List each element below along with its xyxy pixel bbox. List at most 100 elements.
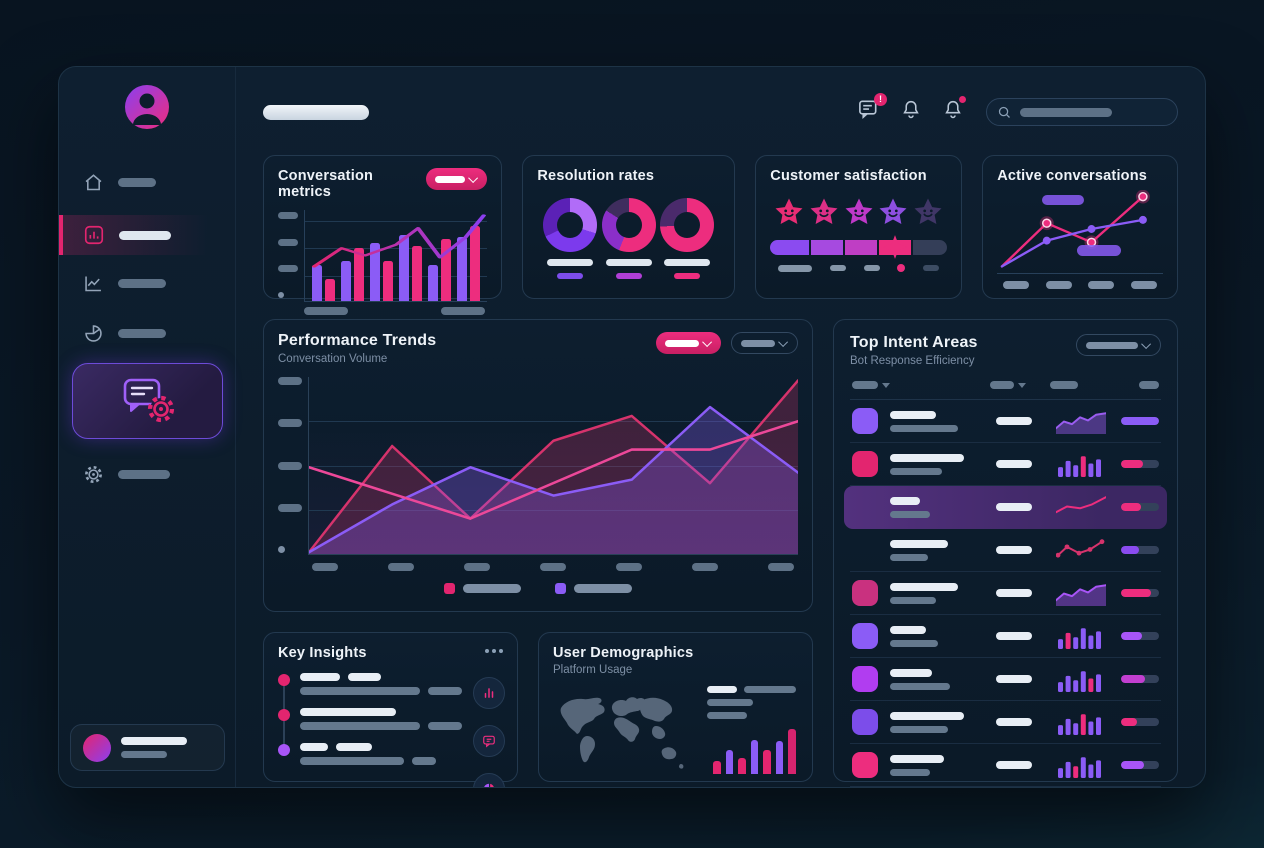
card-title: Active conversations (997, 168, 1148, 184)
intent-row[interactable] (850, 400, 1161, 443)
bar-group (399, 210, 423, 301)
insight-item[interactable] (278, 708, 503, 730)
metrics-filter-dropdown[interactable] (426, 168, 488, 190)
card-title: Customer satisfaction (770, 168, 927, 184)
insight-item[interactable] (278, 673, 503, 695)
intent-row[interactable] (850, 572, 1161, 615)
performance-trends-card: Performance Trends Conversation Volume (263, 319, 813, 612)
intent-sparkline (1058, 628, 1101, 649)
alerts-button[interactable] (942, 96, 966, 126)
map-legend (707, 686, 798, 725)
card-subtitle: Conversation Volume (278, 353, 388, 365)
insight-icon-wrap[interactable] (473, 773, 505, 787)
dashboard-window: ! (58, 66, 1206, 788)
intent-sparkline (1058, 671, 1101, 692)
insight-item[interactable] (278, 743, 503, 765)
intent-value (996, 417, 1056, 425)
intent-row[interactable] (850, 744, 1161, 787)
line-chart-icon (85, 276, 101, 291)
donut-chart (660, 198, 715, 279)
intent-value (996, 589, 1056, 597)
search-icon (998, 106, 1010, 118)
intent-row[interactable] (850, 529, 1161, 572)
x-axis-ticks (278, 555, 798, 571)
star-icon (845, 198, 873, 225)
gear-icon (85, 465, 102, 483)
intent-progress (1106, 546, 1159, 554)
conversation-metrics-card: Conversation metrics (263, 155, 503, 315)
card-subtitle: Platform Usage (553, 664, 633, 676)
intent-progress (1106, 503, 1159, 511)
intent-progress (1106, 589, 1159, 597)
intents-range-dropdown[interactable] (1076, 334, 1161, 356)
mini-pie-icon (484, 783, 494, 787)
sidebar-item-analytics[interactable] (59, 215, 235, 255)
intent-row[interactable] (850, 615, 1161, 658)
intent-icon (852, 709, 878, 735)
trends-range-dropdown[interactable] (731, 332, 798, 354)
intent-sparkline (1058, 714, 1101, 735)
active-conversations-card: Active conversations (982, 155, 1178, 299)
intent-table-body (844, 400, 1167, 787)
main-content: ! (236, 67, 1205, 787)
bar-group (341, 210, 365, 301)
app-logo[interactable] (123, 83, 171, 136)
intent-icon (852, 666, 878, 692)
intent-row[interactable] (850, 658, 1161, 701)
intent-icon (852, 752, 878, 778)
sidebar-item-distribution[interactable] (59, 313, 235, 353)
intent-row[interactable] (850, 443, 1161, 486)
trends-chart-area (308, 377, 798, 555)
sidebar-feature-chatbot[interactable] (72, 363, 223, 439)
satisfaction-scale (770, 235, 948, 259)
float-label (1076, 244, 1121, 256)
user-profile[interactable] (70, 724, 225, 771)
sidebar-item-settings[interactable] (59, 454, 235, 494)
intent-progress (1106, 761, 1159, 769)
messages-button[interactable]: ! (857, 93, 887, 126)
intent-row-selected[interactable] (844, 486, 1167, 529)
page-title-placeholder (263, 104, 369, 120)
column-header (1050, 381, 1120, 389)
messages-icon (859, 100, 877, 119)
insight-dot (278, 674, 290, 686)
sidebar (59, 67, 236, 787)
star-rating (770, 196, 947, 229)
insight-icon-wrap[interactable] (473, 725, 505, 757)
trends-filter-dropdown[interactable] (656, 332, 721, 354)
nav-label-placeholder (118, 328, 166, 338)
user-name-placeholder (121, 737, 187, 745)
mini-chat-icon (483, 735, 495, 748)
more-options-button[interactable] (485, 645, 503, 653)
world-map (560, 697, 684, 769)
intent-sparkline (1058, 456, 1101, 477)
insight-dot (278, 744, 290, 756)
insight-icon-wrap[interactable] (473, 677, 505, 709)
intent-icon (852, 580, 878, 606)
intent-progress (1106, 460, 1159, 468)
column-header (1120, 381, 1159, 389)
intent-icon (852, 408, 878, 434)
sidebar-item-trends[interactable] (59, 263, 235, 303)
intent-value (996, 761, 1056, 769)
donut-charts (537, 198, 720, 279)
intent-sparkline (1056, 539, 1105, 558)
column-header-sortable[interactable] (990, 381, 1050, 389)
intent-row[interactable] (850, 701, 1161, 744)
rating-marker-star (883, 235, 907, 259)
card-title: User Demographics (553, 645, 694, 661)
donut-chart (543, 198, 598, 279)
notifications-button[interactable] (900, 98, 922, 126)
star-icon (810, 198, 838, 225)
nav-label-placeholder (118, 278, 166, 288)
messages-badge: ! (874, 93, 887, 106)
intent-value (996, 460, 1056, 468)
pie-chart-icon (85, 324, 102, 342)
search-input[interactable] (986, 98, 1178, 126)
chevron-down-icon (702, 336, 713, 347)
y-axis-ticks (278, 210, 304, 302)
bar-group (312, 210, 336, 301)
column-header-sortable[interactable] (852, 381, 990, 389)
sidebar-item-home[interactable] (59, 162, 235, 202)
nav-label-placeholder (118, 177, 156, 187)
